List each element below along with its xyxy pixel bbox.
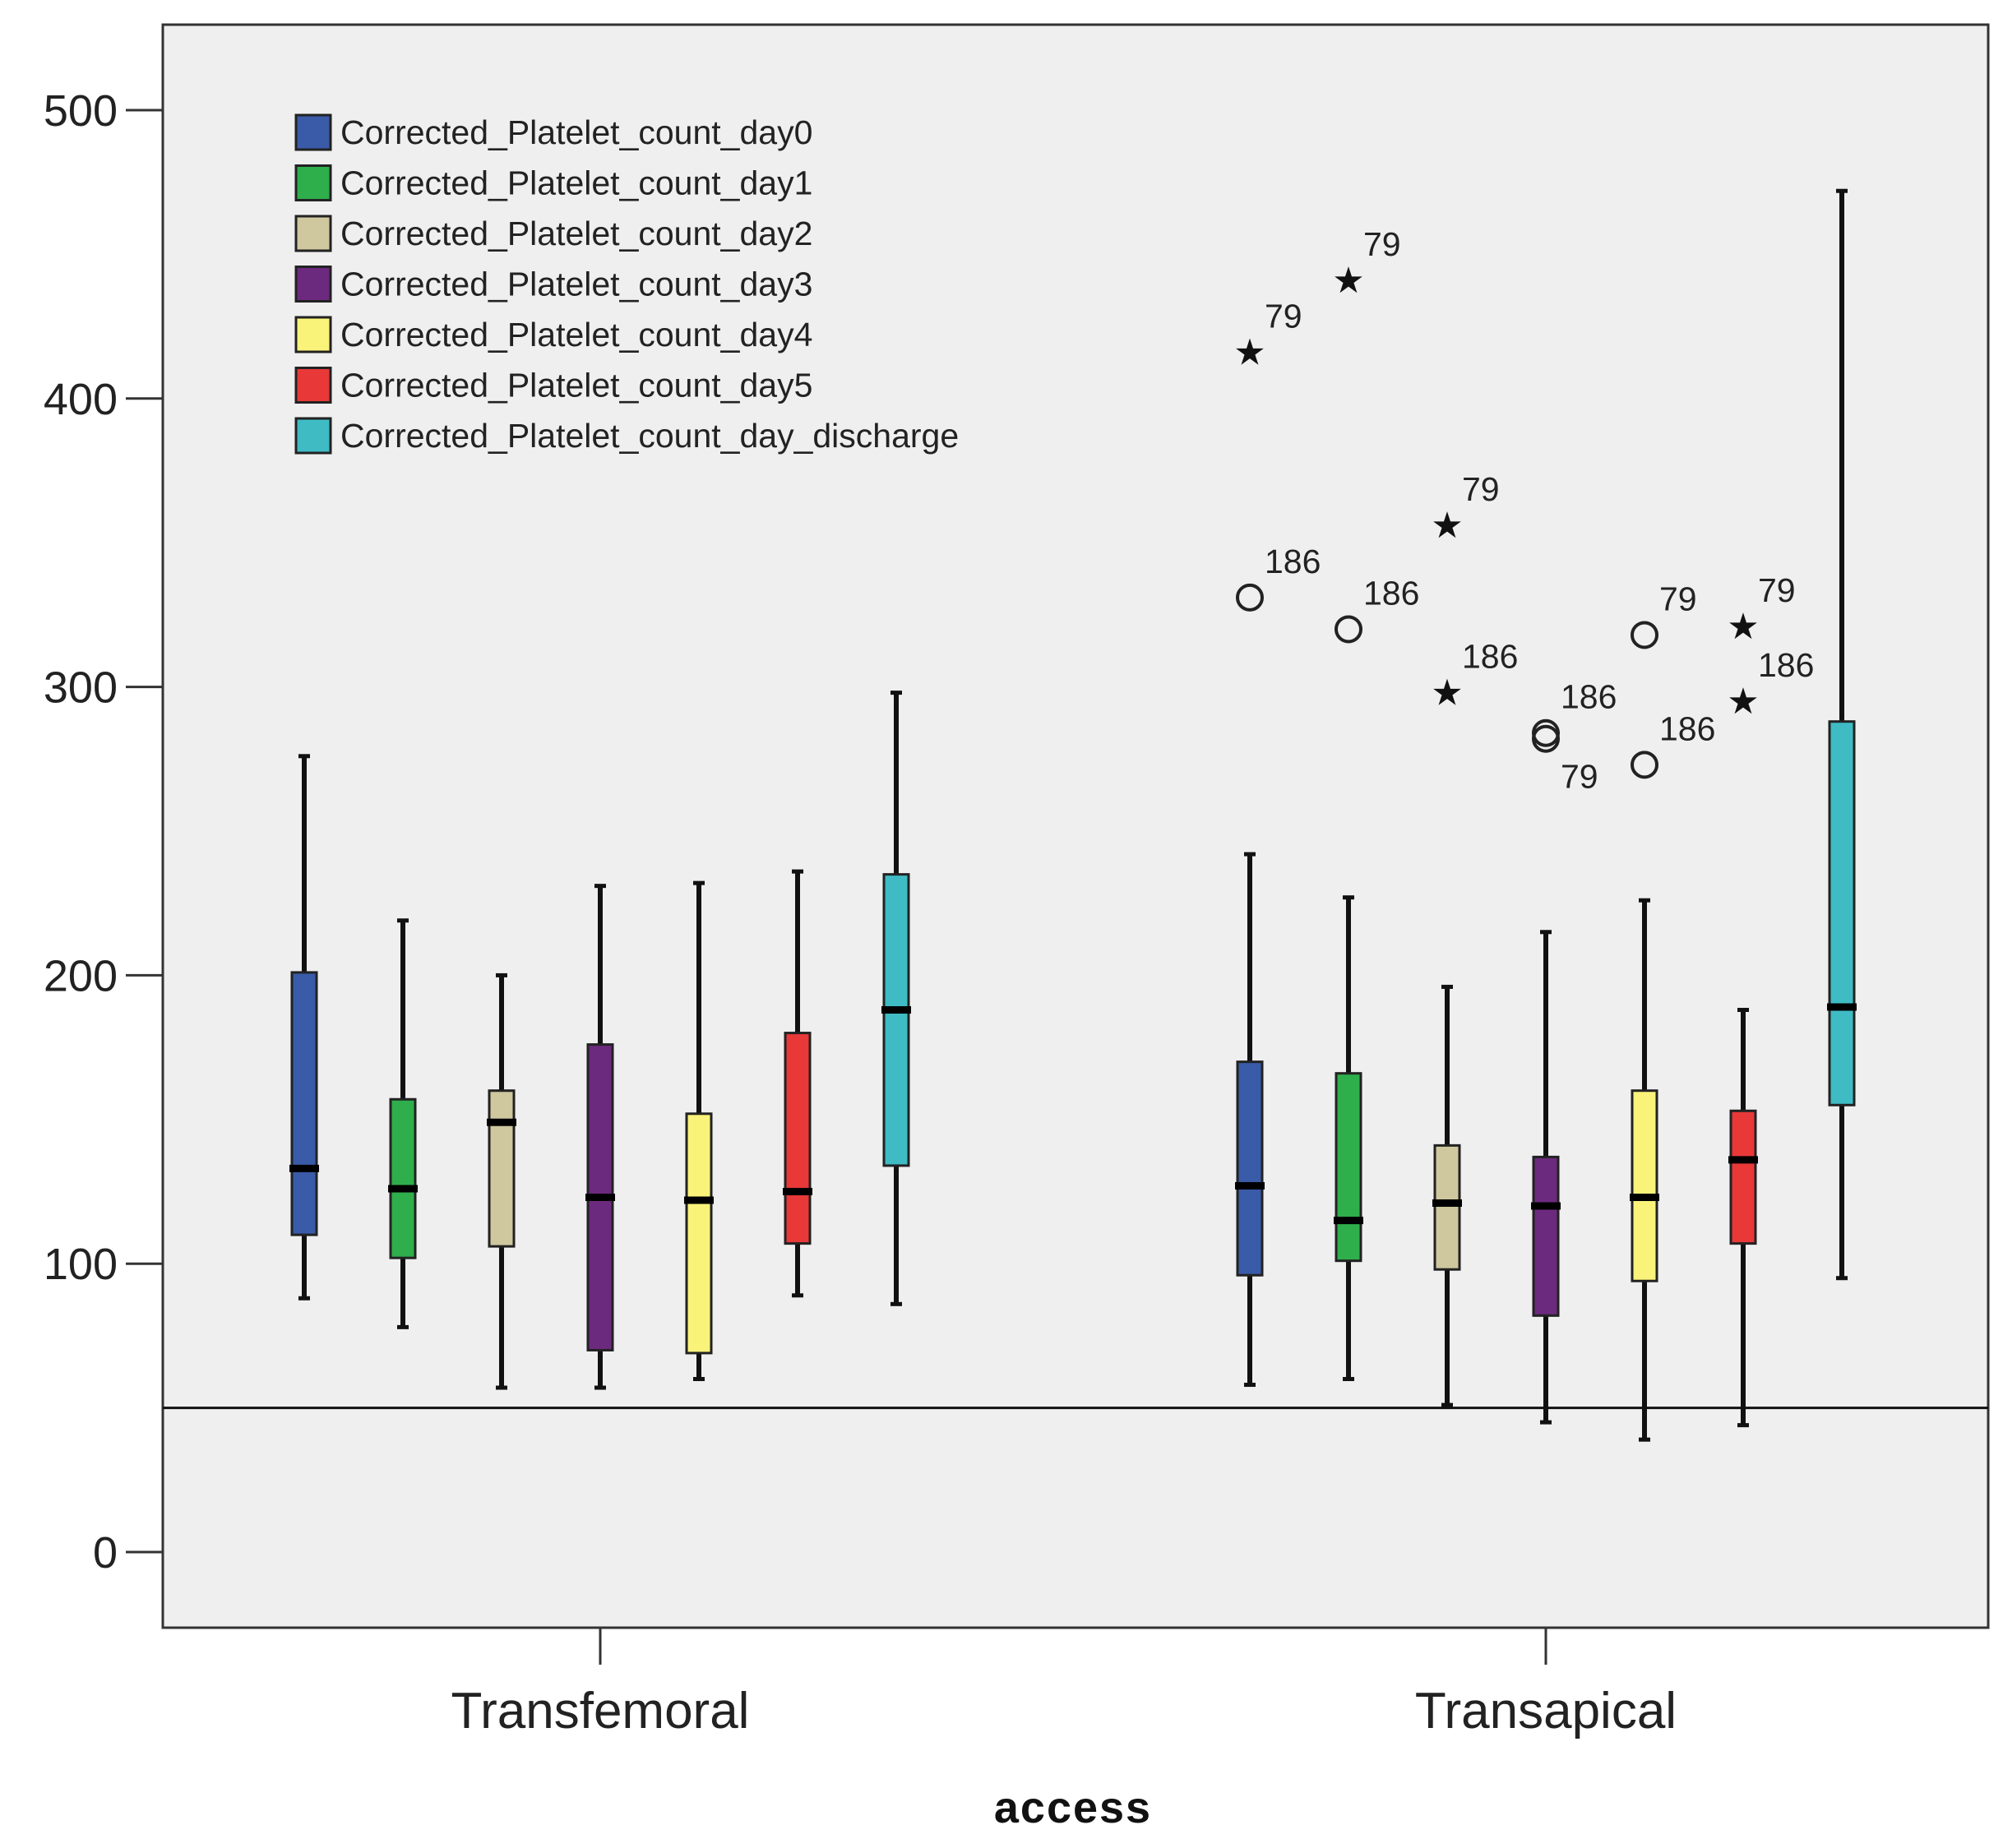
- legend-swatch: [294, 417, 332, 455]
- legend-label: Corrected_Platelet_count_day3: [340, 266, 812, 303]
- outlier-label: 186: [1363, 574, 1419, 612]
- legend-swatch: [294, 316, 332, 353]
- legend-label: Corrected_Platelet_count_day_discharge: [340, 417, 959, 455]
- outlier-label: 79: [1758, 571, 1796, 609]
- outlier-circle: [1335, 615, 1362, 644]
- box-1-1: [1334, 895, 1363, 1382]
- iqr-box: [1532, 1155, 1560, 1317]
- outlier-label: 79: [1265, 298, 1302, 335]
- iqr-box: [389, 1097, 417, 1259]
- legend-label: Corrected_Platelet_count_day5: [340, 367, 812, 404]
- box-5-1: [1728, 1007, 1758, 1428]
- legend-swatch: [294, 266, 332, 303]
- iqr-box: [1335, 1072, 1362, 1263]
- iqr-box: [1729, 1109, 1757, 1245]
- y-tick-label: 300: [44, 663, 118, 713]
- legend-label: Corrected_Platelet_count_day0: [340, 113, 812, 151]
- y-tick-label: 200: [44, 951, 118, 1000]
- outlier-star: ★: [1727, 607, 1759, 647]
- iqr-box: [488, 1089, 516, 1248]
- outlier-label: 186: [1265, 543, 1321, 580]
- outlier-circle: [1236, 583, 1264, 612]
- outlier-label: 79: [1363, 225, 1401, 263]
- box-3-0: [585, 884, 615, 1390]
- outlier-star: ★: [1332, 261, 1364, 301]
- outlier-star: ★: [1727, 681, 1759, 722]
- y-tick-label: 500: [44, 86, 118, 136]
- legend-swatch: [294, 367, 332, 404]
- iqr-box: [685, 1112, 713, 1355]
- outlier-label: 79: [1561, 758, 1598, 796]
- outlier-star: ★: [1431, 673, 1463, 714]
- y-axis: 0 100 200 300 400 500: [44, 86, 163, 1578]
- box-2-1: [1432, 984, 1462, 1407]
- outlier-label: 79: [1659, 580, 1697, 617]
- plot-background: [161, 23, 1990, 1629]
- x-tick-label: Transfemoral: [451, 1683, 750, 1739]
- outlier-label: 186: [1758, 646, 1814, 684]
- boxes-layer: [289, 188, 1857, 1442]
- legend-label: Corrected_Platelet_count_day1: [340, 164, 812, 202]
- iqr-box: [882, 873, 910, 1167]
- iqr-box: [1828, 720, 1856, 1106]
- iqr-box: [784, 1032, 812, 1245]
- outlier-circle: [1631, 621, 1658, 649]
- outlier-circle: [1532, 724, 1560, 753]
- box-6-0: [881, 691, 911, 1306]
- box-6-1: [1827, 188, 1857, 1281]
- legend: Corrected_Platelet_count_day0 Corrected_P…: [294, 113, 959, 455]
- legend-label: Corrected_Platelet_count_day4: [340, 316, 812, 353]
- outlier-circle: [1631, 751, 1658, 779]
- y-tick-label: 400: [44, 375, 118, 424]
- iqr-box: [1433, 1143, 1461, 1271]
- y-tick-label: 0: [93, 1528, 118, 1578]
- outlier-label: 186: [1462, 638, 1518, 676]
- box-2-0: [487, 973, 516, 1390]
- legend-swatch: [294, 113, 332, 151]
- y-tick-label: 100: [44, 1240, 118, 1289]
- box-0-1: [1235, 852, 1265, 1388]
- outlier-label: 186: [1659, 709, 1715, 747]
- outlier-star: ★: [1431, 506, 1463, 546]
- outlier-label: 186: [1561, 678, 1617, 716]
- legend-swatch: [294, 215, 332, 252]
- iqr-box: [290, 971, 318, 1236]
- x-tick-label: Transapical: [1415, 1683, 1677, 1739]
- box-5-0: [783, 869, 812, 1298]
- outlier-label: 79: [1462, 470, 1500, 508]
- iqr-box: [1236, 1060, 1264, 1277]
- box-4-0: [684, 880, 714, 1382]
- legend-label: Corrected_Platelet_count_day2: [340, 215, 812, 252]
- box-1-0: [388, 918, 418, 1329]
- iqr-box: [1631, 1089, 1658, 1282]
- box-0-0: [289, 754, 319, 1301]
- x-axis: Transfemoral Transapical: [451, 1628, 1677, 1739]
- box-3-1: [1531, 930, 1561, 1425]
- x-axis-title: access: [994, 1783, 1152, 1832]
- box-4-1: [1630, 898, 1659, 1442]
- outlier-star: ★: [1233, 333, 1265, 373]
- legend-swatch: [294, 164, 332, 201]
